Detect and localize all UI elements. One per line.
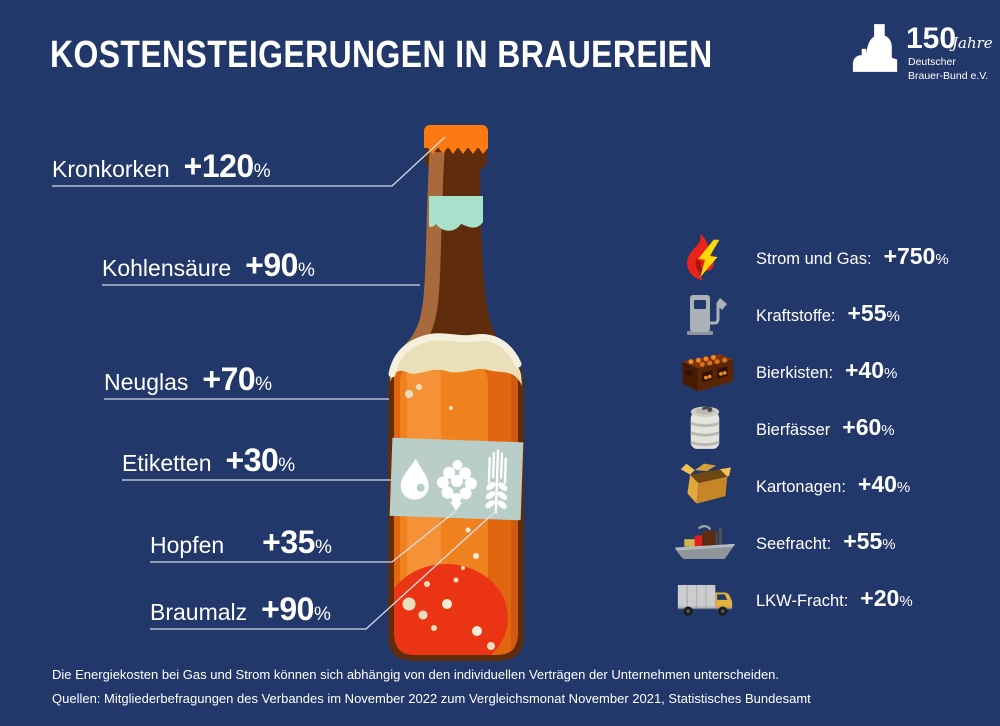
hop-cone-icon	[436, 460, 477, 512]
cost-value: +40	[857, 471, 897, 497]
callout-unit: %	[297, 260, 315, 281]
cost-row-bierkisten: Bierkisten: +40 %	[666, 342, 949, 399]
wheat-ear-icon	[485, 449, 508, 514]
callout-etiketten: Etiketten +30 %	[122, 442, 295, 479]
cost-row-lkw-fracht: LKW-Fracht: +20 %	[666, 570, 949, 627]
callout-unit: %	[314, 537, 332, 558]
cost-value: +40	[845, 357, 885, 383]
callout-label: Hopfen	[150, 532, 225, 558]
callout-unit: %	[255, 374, 273, 395]
cost-unit: %	[899, 593, 913, 610]
cost-label: Seefracht:	[756, 535, 832, 553]
sources: Quellen: Mitgliederbefragungen des Verba…	[52, 691, 811, 706]
callout-hopfen: Hopfen +35 %	[150, 524, 332, 561]
foam-top-lip	[388, 333, 522, 378]
cost-value: +55	[847, 300, 887, 326]
logo-org-line2: Brauer-Bund e.V.	[908, 69, 989, 82]
cost-value: +20	[860, 585, 900, 611]
logo-jahre: Jahre	[952, 34, 993, 52]
callout-unit: %	[313, 604, 331, 625]
callout-label: Etiketten	[122, 450, 212, 476]
bottle-label	[389, 437, 524, 521]
cost-unit: %	[935, 251, 949, 268]
logo-150: 150	[906, 22, 957, 55]
callout-value: +90	[245, 247, 298, 283]
callout-label: Kronkorken	[52, 156, 170, 182]
cost-unit: %	[896, 479, 911, 496]
callout-value: +35	[262, 524, 315, 560]
logo-organisation: Deutscher Brauer-Bund e.V.	[908, 56, 988, 83]
brew-kettle-icon	[852, 24, 898, 72]
callout-value: +30	[225, 442, 279, 478]
cost-label: Strom und Gas:	[756, 250, 872, 268]
callout-label: Kohlensäure	[102, 255, 232, 281]
cost-unit: %	[882, 536, 896, 553]
cost-row-strom-und-gas: Strom und Gas: +750 %	[666, 228, 949, 285]
cost-row-kartonagen: Kartonagen: +40 %	[666, 456, 949, 513]
truck-icon	[666, 580, 744, 618]
callout-value: +90	[261, 591, 314, 627]
cost-value: +750	[883, 243, 936, 269]
cost-label: Kraftstoffe:	[756, 307, 836, 325]
energy-flame-bolt-icon	[666, 232, 744, 282]
callout-unit: %	[253, 161, 271, 182]
fuel-pump-icon	[666, 291, 744, 337]
cost-label: Kartonagen:	[756, 478, 846, 496]
callout-kronkorken: Kronkorken +120 %	[52, 148, 271, 185]
logo-org-line1: Deutscher	[908, 56, 956, 68]
cargo-ship-icon	[666, 522, 744, 562]
callout-label: Neuglas	[104, 369, 189, 395]
beer-bottle-illustration	[388, 125, 524, 661]
page-title: KOSTENSTEIGERUNGEN IN BRAUEREIEN	[50, 34, 713, 76]
beer-keg-icon	[666, 404, 744, 452]
cost-label: LKW-Fracht:	[756, 592, 849, 610]
beer-crate-icon	[666, 349, 744, 393]
callout-label: Braumalz	[150, 599, 248, 625]
cost-unit: %	[884, 365, 898, 382]
callout-value: +120	[183, 148, 255, 184]
cost-unit: %	[881, 422, 895, 439]
cost-label: Bierfässer	[756, 421, 831, 439]
callout-value: +70	[202, 361, 256, 397]
cost-list: Strom und Gas: +750 % Kraftstoffe: +55 %	[666, 228, 949, 627]
cardboard-box-icon	[666, 462, 744, 508]
callout-unit: %	[278, 455, 296, 476]
cost-value: +60	[842, 414, 882, 440]
cost-row-seefracht: Seefracht: +55 %	[666, 513, 949, 570]
brauer-bund-logo: 150 Jahre Deutscher Brauer-Bund e.V.	[852, 18, 1000, 88]
callout-neuglas: Neuglas +70 %	[104, 361, 272, 398]
cost-row-kraftstoffe: Kraftstoffe: +55 %	[666, 285, 949, 342]
callout-kohlensaeure: Kohlensäure +90 %	[102, 247, 315, 284]
cost-value: +55	[843, 528, 883, 554]
bottle-neck-band	[429, 196, 483, 231]
cost-label: Bierkisten:	[756, 364, 834, 382]
foam	[390, 336, 522, 386]
footnote: Die Energiekosten bei Gas und Strom könn…	[52, 667, 780, 682]
cost-row-bierfaesser: Bierfässer +60 %	[666, 399, 949, 456]
cost-unit: %	[886, 308, 900, 325]
callout-braumalz: Braumalz +90 %	[150, 591, 331, 628]
